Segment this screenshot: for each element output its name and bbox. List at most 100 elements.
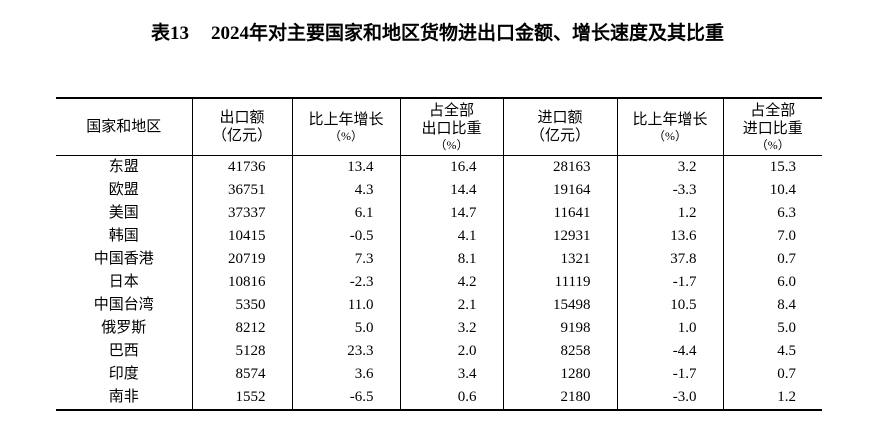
value-cell: 4.5 — [722, 339, 822, 363]
value-cell: 28163 — [502, 155, 617, 179]
table-header: 国家和地区 出口额 （亿元） 比上年增长 （%） 占全部 出口比重 （%） 进口额 （亿元） 比上年… — [56, 98, 822, 156]
header-line: 出口比重 — [421, 120, 482, 137]
column-header-export-growth: 比上年增长 （%） — [291, 98, 400, 156]
value-cell: 3.4 — [399, 362, 503, 386]
header-line: （%） — [434, 137, 469, 152]
table-row: 美国 37337 6.1 14.7 11641 1.2 6.3 — [56, 201, 822, 225]
value-cell: 5350 — [191, 293, 292, 317]
value-cell: 15.3 — [722, 155, 822, 179]
header-line: （%） — [653, 128, 687, 143]
column-header-import-growth: 比上年增长 （%） — [616, 98, 723, 156]
table-row: 南非 1552 -6.5 0.6 2180 -3.0 1.2 — [56, 385, 822, 410]
value-cell: -2.3 — [291, 270, 400, 294]
value-cell: 4.2 — [399, 270, 503, 294]
value-cell: -0.5 — [291, 224, 400, 248]
value-cell: 13.4 — [291, 155, 400, 179]
value-cell: 0.6 — [399, 385, 503, 410]
value-cell: 10.5 — [616, 293, 723, 317]
value-cell: 2180 — [502, 385, 617, 410]
region-cell: 东盟 — [108, 158, 139, 175]
value-cell: 20719 — [191, 247, 292, 271]
region-cell: 日本 — [108, 273, 139, 290]
value-cell: 5.0 — [722, 316, 822, 340]
value-cell: 37337 — [191, 201, 292, 225]
value-cell: 23.3 — [291, 339, 400, 363]
value-cell: 0.7 — [722, 247, 822, 271]
value-cell: 10816 — [191, 270, 292, 294]
value-cell: 14.4 — [399, 178, 503, 202]
value-cell: 12931 — [502, 224, 617, 248]
value-cell: 36751 — [191, 178, 292, 202]
value-cell: 8212 — [191, 316, 292, 340]
header-line: （亿元） — [211, 127, 272, 144]
table-title-text: 2024年对主要国家和地区货物进出口金额、增长速度及其比重 — [211, 23, 725, 44]
value-cell: 1280 — [502, 362, 617, 386]
value-cell: 15498 — [502, 293, 617, 317]
table-row: 韩国 10415 -0.5 4.1 12931 13.6 7.0 — [56, 224, 822, 248]
column-header-region: 国家和地区 — [56, 98, 192, 156]
value-cell: 4.3 — [291, 178, 400, 202]
value-cell: 7.3 — [291, 247, 400, 271]
value-cell: 1.2 — [616, 201, 723, 225]
value-cell: 3.6 — [291, 362, 400, 386]
value-cell: -4.4 — [616, 339, 723, 363]
value-cell: 1.2 — [722, 385, 822, 410]
value-cell: 6.1 — [291, 201, 400, 225]
region-cell: 中国香港 — [93, 250, 154, 267]
value-cell: 11119 — [502, 270, 617, 294]
region-cell: 印度 — [108, 365, 139, 382]
header-line: 比上年增长 — [632, 111, 708, 128]
value-cell: 10.4 — [722, 178, 822, 202]
value-cell: 2.0 — [399, 339, 503, 363]
table-number: 表13 — [150, 23, 189, 44]
header-line: 进口额 — [537, 109, 583, 126]
value-cell: -3.3 — [616, 178, 723, 202]
header-line: 比上年增长 — [308, 111, 384, 128]
region-cell: 俄罗斯 — [101, 319, 147, 336]
value-cell: 13.6 — [616, 224, 723, 248]
header-line: 出口额 — [219, 109, 265, 126]
value-cell: -1.7 — [616, 270, 723, 294]
column-header-export-share: 占全部 出口比重 （%） — [399, 98, 503, 156]
value-cell: -3.0 — [616, 385, 723, 410]
trade-table: 国家和地区 出口额 （亿元） 比上年增长 （%） 占全部 出口比重 （%） 进口额 （亿元） 比上年… — [56, 97, 822, 411]
header-line: 国家和地区 — [86, 118, 162, 135]
header-line: （%） — [329, 128, 363, 143]
value-cell: 41736 — [191, 155, 292, 179]
table-row: 东盟 41736 13.4 16.4 28163 3.2 15.3 — [56, 155, 822, 179]
value-cell: 10415 — [191, 224, 292, 248]
value-cell: 6.0 — [722, 270, 822, 294]
value-cell: -6.5 — [291, 385, 400, 410]
table-row: 日本 10816 -2.3 4.2 11119 -1.7 6.0 — [56, 270, 822, 294]
value-cell: 8258 — [502, 339, 617, 363]
table-row: 欧盟 36751 4.3 14.4 19164 -3.3 10.4 — [56, 178, 822, 202]
value-cell: 0.7 — [722, 362, 822, 386]
value-cell: 2.1 — [399, 293, 503, 317]
region-cell: 韩国 — [108, 227, 139, 244]
value-cell: 7.0 — [722, 224, 822, 248]
value-cell: 19164 — [502, 178, 617, 202]
page-title: 表13 2024年对主要国家和地区货物进出口金额、增长速度及其比重 — [0, 21, 875, 47]
header-line: 占全部 — [750, 102, 796, 119]
value-cell: 11641 — [502, 201, 617, 225]
region-cell: 欧盟 — [108, 181, 139, 198]
value-cell: 1321 — [502, 247, 617, 271]
value-cell: 6.3 — [722, 201, 822, 225]
value-cell: 3.2 — [616, 155, 723, 179]
value-cell: 4.1 — [399, 224, 503, 248]
column-header-import-amount: 进口额 （亿元） — [502, 98, 617, 156]
region-cell: 中国台湾 — [93, 296, 154, 313]
column-header-import-share: 占全部 进口比重 （%） — [722, 98, 822, 156]
table-row: 印度 8574 3.6 3.4 1280 -1.7 0.7 — [56, 362, 822, 386]
value-cell: 1.0 — [616, 316, 723, 340]
value-cell: 8.4 — [722, 293, 822, 317]
value-cell: 14.7 — [399, 201, 503, 225]
header-row: 国家和地区 出口额 （亿元） 比上年增长 （%） 占全部 出口比重 （%） 进口额 （亿元） 比上年… — [56, 98, 822, 156]
table-row: 俄罗斯 8212 5.0 3.2 9198 1.0 5.0 — [56, 316, 822, 340]
region-cell: 美国 — [108, 204, 139, 221]
value-cell: -1.7 — [616, 362, 723, 386]
table-row: 巴西 5128 23.3 2.0 8258 -4.4 4.5 — [56, 339, 822, 363]
value-cell: 9198 — [502, 316, 617, 340]
column-header-export-amount: 出口额 （亿元） — [191, 98, 292, 156]
